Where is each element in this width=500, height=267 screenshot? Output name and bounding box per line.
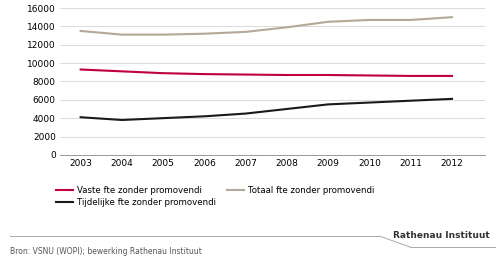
Text: Bron: VSNU (WOPI); bewerking Rathenau Instituut: Bron: VSNU (WOPI); bewerking Rathenau In… [10, 247, 202, 256]
Text: Rathenau Instituut: Rathenau Instituut [393, 231, 490, 240]
Legend: Vaste fte zonder promovendi, Tijdelijke fte zonder promovendi, Totaal fte zonder: Vaste fte zonder promovendi, Tijdelijke … [56, 186, 374, 207]
